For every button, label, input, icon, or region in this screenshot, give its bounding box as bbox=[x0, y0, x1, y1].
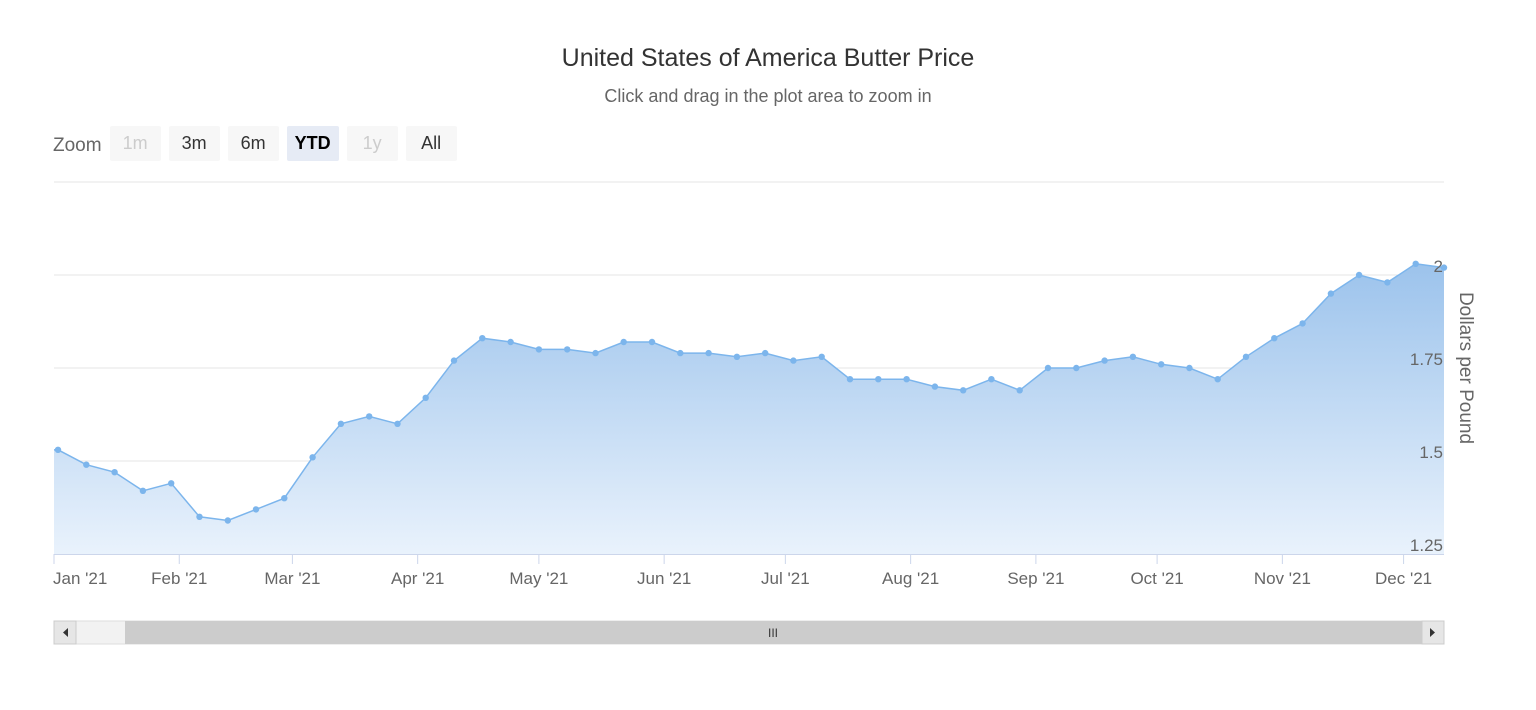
data-point[interactable] bbox=[83, 461, 90, 468]
data-point[interactable] bbox=[1327, 290, 1335, 297]
data-point[interactable] bbox=[507, 338, 514, 346]
data-point[interactable] bbox=[450, 357, 458, 364]
data-point[interactable] bbox=[1440, 264, 1448, 271]
y-axis-title: Dollars per Pound bbox=[1455, 292, 1476, 444]
data-point[interactable] bbox=[111, 469, 118, 476]
zoom-1y-button: 1y bbox=[346, 126, 398, 161]
x-tick-label: Jul '21 bbox=[761, 569, 810, 588]
data-point[interactable] bbox=[394, 420, 401, 427]
data-point[interactable] bbox=[564, 346, 571, 353]
data-point[interactable] bbox=[762, 349, 769, 357]
data-point[interactable] bbox=[366, 413, 373, 420]
data-point[interactable] bbox=[1016, 387, 1023, 394]
data-point[interactable] bbox=[168, 480, 175, 487]
data-point[interactable] bbox=[592, 349, 599, 357]
x-tick-label: Aug '21 bbox=[882, 569, 939, 588]
data-point[interactable] bbox=[1158, 361, 1165, 368]
x-tick-label: Dec '21 bbox=[1375, 569, 1432, 588]
chart-title: United States of America Butter Price bbox=[561, 44, 975, 72]
zoom-1m-button: 1m bbox=[109, 126, 161, 161]
data-point[interactable] bbox=[648, 338, 656, 346]
data-point[interactable] bbox=[224, 517, 231, 524]
chart-subtitle: Click and drag in the plot area to zoom … bbox=[604, 86, 932, 106]
x-tick-label: Sep '21 bbox=[1007, 569, 1064, 588]
chevron-left-icon bbox=[63, 628, 68, 637]
data-point[interactable] bbox=[535, 346, 543, 353]
data-point[interactable] bbox=[620, 338, 627, 346]
data-point[interactable] bbox=[1242, 353, 1250, 360]
y-tick-label: 1.5 bbox=[1419, 443, 1443, 462]
data-point[interactable] bbox=[875, 376, 882, 383]
zoom-all-button[interactable]: All bbox=[405, 126, 457, 161]
y-tick-label: 2 bbox=[1434, 257, 1443, 276]
y-tick-label: 1.75 bbox=[1410, 350, 1443, 369]
zoom-ytd-button[interactable]: YTD bbox=[286, 126, 339, 161]
data-point[interactable] bbox=[1214, 376, 1221, 383]
x-tick-label: Oct '21 bbox=[1130, 569, 1183, 588]
data-point[interactable] bbox=[309, 454, 316, 461]
data-point[interactable] bbox=[846, 376, 854, 383]
data-point[interactable] bbox=[1412, 260, 1419, 267]
data-point[interactable] bbox=[1355, 271, 1363, 279]
data-point[interactable] bbox=[903, 376, 910, 383]
data-point[interactable] bbox=[479, 335, 486, 342]
data-point[interactable] bbox=[337, 420, 345, 427]
series-area bbox=[54, 263, 1444, 554]
data-point[interactable] bbox=[1129, 353, 1137, 360]
data-point[interactable] bbox=[1384, 279, 1391, 286]
data-point[interactable] bbox=[281, 495, 288, 502]
data-point[interactable] bbox=[790, 357, 797, 364]
scrollbar-thumb[interactable] bbox=[125, 621, 1422, 644]
data-point[interactable] bbox=[1299, 320, 1306, 327]
data-point[interactable] bbox=[1101, 357, 1108, 364]
data-point[interactable] bbox=[818, 353, 825, 360]
x-tick-label: Feb '21 bbox=[151, 569, 207, 588]
data-point[interactable] bbox=[988, 376, 995, 383]
y-tick-label: 1.25 bbox=[1410, 536, 1443, 555]
data-point[interactable] bbox=[1044, 364, 1052, 372]
chevron-right-icon bbox=[1430, 628, 1435, 637]
x-tick-label: Jun '21 bbox=[637, 569, 691, 588]
data-point[interactable] bbox=[196, 513, 203, 520]
zoom-range-selector: Zoom 1m 3m 6m YTD 1y All bbox=[53, 125, 465, 162]
scrollbar-grip: III bbox=[768, 626, 778, 640]
x-tick-label: Jan '21 bbox=[53, 569, 107, 588]
series-line bbox=[53, 263, 1445, 522]
data-point[interactable] bbox=[1186, 364, 1193, 372]
data-point[interactable] bbox=[54, 446, 62, 453]
data-point[interactable] bbox=[733, 353, 741, 360]
zoom-label: Zoom bbox=[53, 134, 102, 156]
data-point[interactable] bbox=[139, 487, 147, 494]
data-point[interactable] bbox=[422, 394, 429, 401]
data-point[interactable] bbox=[931, 383, 939, 390]
x-tick-label: Apr '21 bbox=[391, 569, 444, 588]
zoom-3m-button[interactable]: 3m bbox=[168, 126, 220, 161]
x-tick-label: Nov '21 bbox=[1254, 569, 1311, 588]
zoom-6m-button[interactable]: 6m bbox=[227, 126, 279, 161]
x-tick-label: May '21 bbox=[509, 569, 568, 588]
x-tick-label: Mar '21 bbox=[264, 569, 320, 588]
data-point[interactable] bbox=[1073, 364, 1080, 372]
data-point[interactable] bbox=[252, 506, 260, 513]
data-point[interactable] bbox=[1271, 335, 1278, 342]
data-point[interactable] bbox=[960, 387, 967, 394]
data-point[interactable] bbox=[677, 349, 684, 357]
data-point[interactable] bbox=[705, 349, 712, 357]
